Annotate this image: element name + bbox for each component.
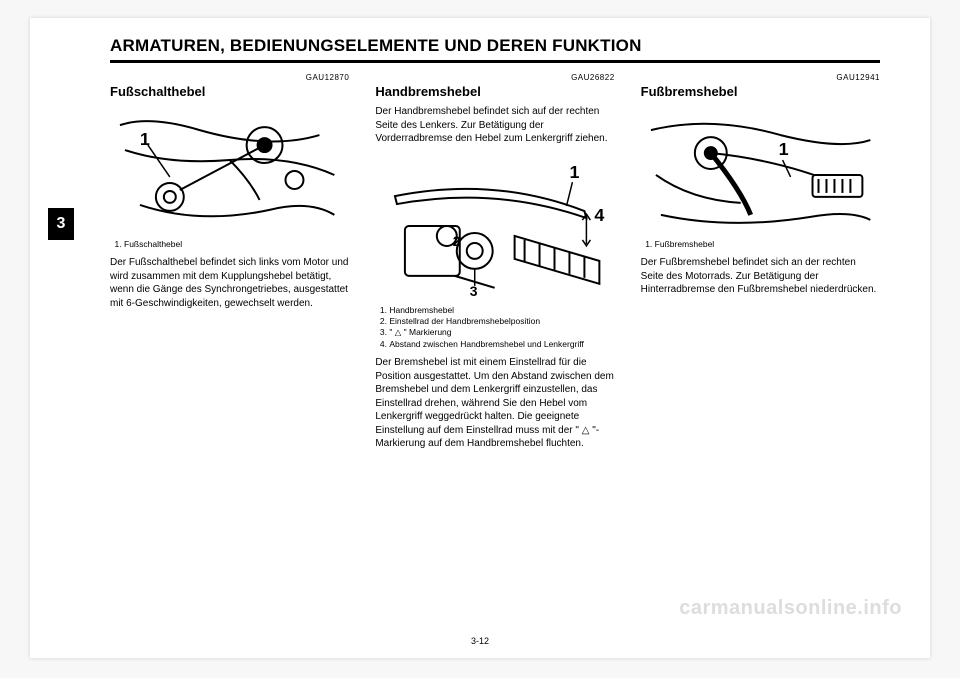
- page-header: ARMATUREN, BEDIENUNGSELEMENTE UND DEREN …: [110, 36, 880, 63]
- figure-caption: Fußbremshebel: [641, 239, 880, 250]
- figure-caption: Handbremshebel Einstellrad der Handbrems…: [375, 305, 614, 351]
- content-columns: GAU12870 Fußschalthebel: [110, 73, 880, 451]
- manual-page: 3 ARMATUREN, BEDIENUNGSELEMENTE UND DERE…: [30, 18, 930, 658]
- chapter-tab: 3: [48, 208, 74, 240]
- figure-shift-pedal: 1: [110, 105, 349, 235]
- section-title: Fußbremshebel: [641, 84, 880, 99]
- watermark: carmanualsonline.info: [679, 597, 902, 620]
- caption-item: Handbremshebel: [389, 305, 614, 316]
- svg-text:1: 1: [778, 139, 788, 159]
- section-title: Fußschalthebel: [110, 84, 349, 99]
- section-title: Handbremshebel: [375, 84, 614, 99]
- caption-item: Abstand zwischen Handbremshebel und Lenk…: [389, 339, 614, 350]
- column-fussbremshebel: GAU12941 Fußbremshebel: [641, 73, 880, 451]
- figure-foot-brake-pedal: 1: [641, 105, 880, 235]
- caption-item: Fußschalthebel: [124, 239, 349, 250]
- figure-caption: Fußschalthebel: [110, 239, 349, 250]
- body-text: Der Bremshebel ist mit einem Einstellrad…: [375, 356, 614, 451]
- figure-hand-brake-lever: 1 4 2 3: [375, 156, 614, 301]
- body-text: Der Fußbremshebel befindet sich an der r…: [641, 256, 880, 297]
- svg-text:4: 4: [595, 205, 605, 225]
- body-text: Der Fußschalthebel befindet sich links v…: [110, 256, 349, 310]
- page-number: 3-12: [471, 636, 489, 646]
- caption-item: " △ " Markierung: [389, 327, 614, 338]
- column-fussschalthebel: GAU12870 Fußschalthebel: [110, 73, 349, 451]
- intro-text: Der Handbremshebel befindet sich auf der…: [375, 105, 614, 146]
- chapter-tab-number: 3: [57, 215, 66, 233]
- ref-code: GAU26822: [375, 73, 614, 82]
- column-handbremshebel: GAU26822 Handbremshebel Der Handbremsheb…: [375, 73, 614, 451]
- svg-text:2: 2: [453, 232, 461, 248]
- ref-code: GAU12941: [641, 73, 880, 82]
- svg-text:3: 3: [470, 282, 478, 298]
- ref-code: GAU12870: [110, 73, 349, 82]
- svg-text:1: 1: [570, 162, 580, 182]
- caption-item: Einstellrad der Handbremshebelposition: [389, 316, 614, 327]
- page-title: ARMATUREN, BEDIENUNGSELEMENTE UND DEREN …: [110, 36, 880, 56]
- caption-item: Fußbremshebel: [655, 239, 880, 250]
